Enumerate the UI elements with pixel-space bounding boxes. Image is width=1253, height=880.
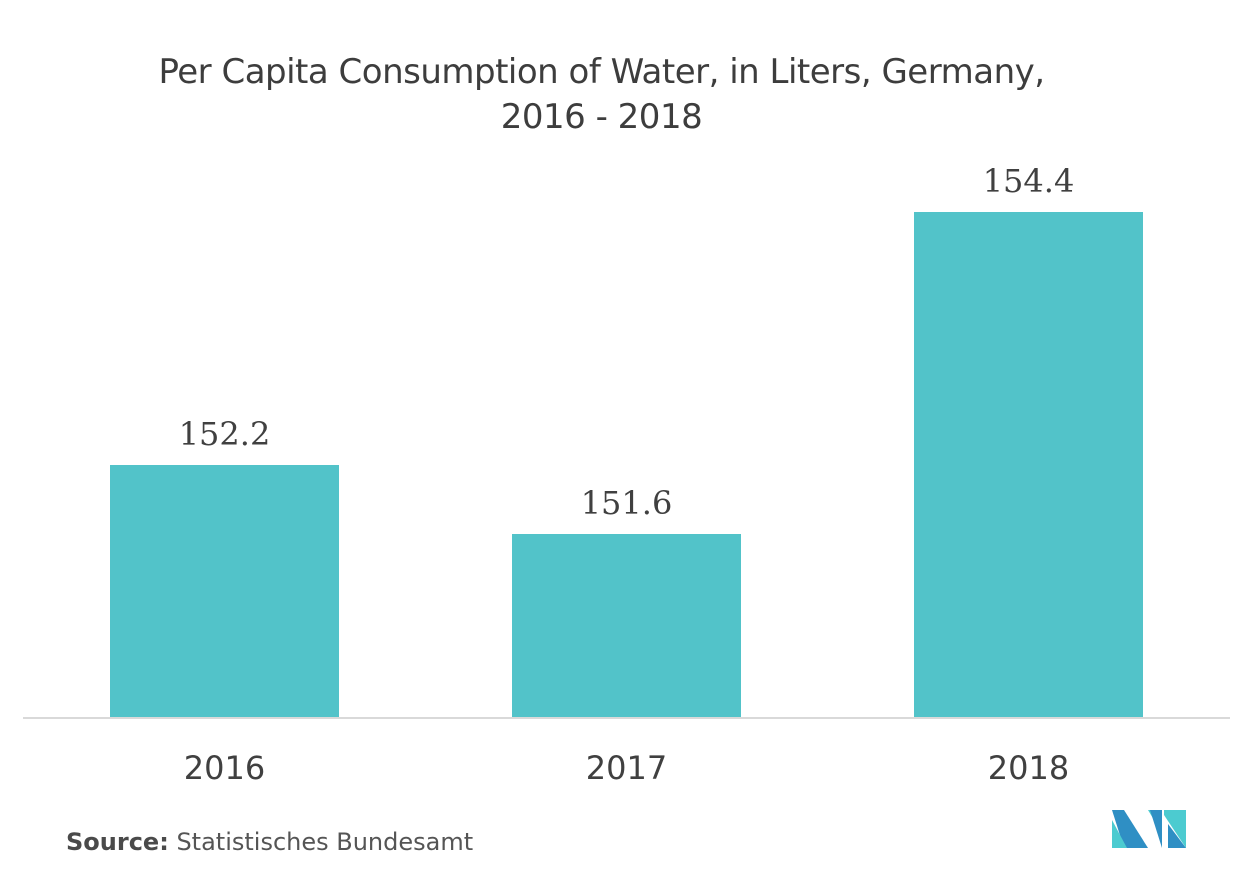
- x-tick-labels-group: 2016 2017 2018: [184, 749, 1069, 787]
- bar-2016: [110, 465, 339, 718]
- chart-title: Per Capita Consumption of Water, in Lite…: [0, 50, 1203, 140]
- x-tick-label-2017: 2017: [586, 749, 667, 787]
- value-labels-group: 152.2 151.6 154.4: [179, 162, 1075, 522]
- mordor-intelligence-logo-icon: [1112, 810, 1186, 848]
- source-label: Source:: [66, 828, 169, 856]
- value-label-2018: 154.4: [983, 162, 1075, 200]
- bar-2017: [512, 534, 741, 718]
- logo-shape-dark-2: [1150, 810, 1162, 848]
- x-tick-label-2016: 2016: [184, 749, 265, 787]
- logo-shape-dark-3: [1168, 824, 1186, 848]
- source-text: Statistisches Bundesamt: [176, 828, 474, 856]
- x-tick-label-2018: 2018: [988, 749, 1069, 787]
- chart-title-line-2: 2016 - 2018: [500, 97, 703, 137]
- value-label-2017: 151.6: [581, 484, 673, 522]
- logo-shape-light: [1112, 820, 1127, 848]
- bar-2018: [914, 212, 1143, 718]
- bars-group: [110, 212, 1143, 718]
- chart-title-line-1: Per Capita Consumption of Water, in Lite…: [158, 52, 1045, 92]
- logo-shape-light-3: [1164, 810, 1186, 848]
- value-label-2016: 152.2: [179, 415, 271, 453]
- source-note: Source: Statistisches Bundesamt: [66, 828, 473, 856]
